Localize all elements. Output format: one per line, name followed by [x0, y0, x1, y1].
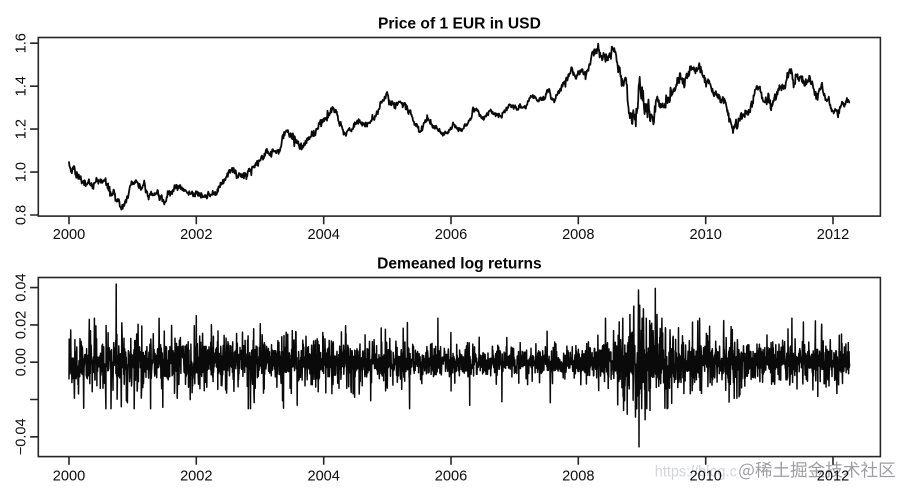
svg-text:2010: 2010 [689, 468, 721, 484]
svg-text:1.4: 1.4 [13, 76, 29, 96]
svg-text:2000: 2000 [53, 468, 85, 484]
svg-text:−0.04: −0.04 [13, 418, 29, 455]
svg-text:1.0: 1.0 [13, 162, 29, 182]
svg-text:2002: 2002 [180, 227, 212, 243]
svg-text:2012: 2012 [817, 227, 849, 243]
svg-text:2012: 2012 [817, 468, 849, 484]
svg-text:2002: 2002 [180, 468, 212, 484]
svg-text:2006: 2006 [435, 468, 467, 484]
svg-text:0.8: 0.8 [13, 205, 29, 225]
svg-text:2008: 2008 [562, 468, 594, 484]
svg-text:0.02: 0.02 [13, 311, 29, 339]
svg-text:0.04: 0.04 [13, 273, 29, 301]
svg-text:2000: 2000 [53, 227, 85, 243]
svg-text:1.6: 1.6 [13, 33, 29, 53]
svg-text:2004: 2004 [307, 468, 339, 484]
svg-text:https://blog.c: https://blog.c [655, 463, 737, 480]
svg-text:2004: 2004 [307, 227, 339, 243]
svg-text:Price of 1 EUR in USD: Price of 1 EUR in USD [378, 15, 541, 32]
svg-text:2008: 2008 [562, 227, 594, 243]
svg-text:1.2: 1.2 [13, 119, 29, 139]
svg-text:2010: 2010 [689, 227, 721, 243]
svg-text:Demeaned log returns: Demeaned log returns [377, 256, 542, 273]
svg-text:0.00: 0.00 [13, 348, 29, 376]
svg-text:2006: 2006 [435, 227, 467, 243]
